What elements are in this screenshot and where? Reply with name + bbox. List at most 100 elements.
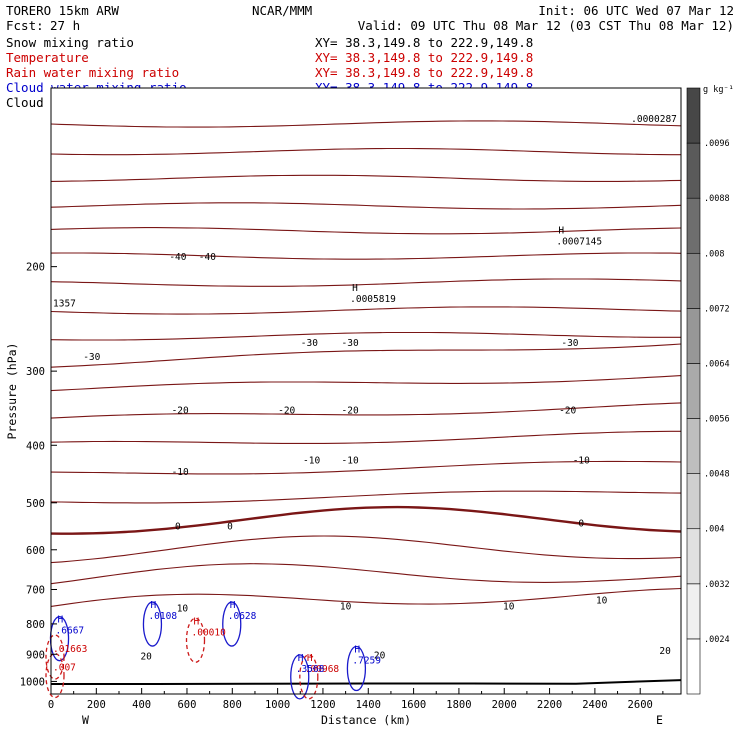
colorbar-label: .0072 [704,304,730,314]
east-end-label: E [656,713,663,727]
temperature-contours [50,120,682,685]
y-tick-label: 500 [26,498,45,510]
x-tick-label: 2600 [628,699,653,711]
temperature-label: -20 [172,405,189,416]
temperature-label: -30 [301,338,318,349]
temperature-label: -20 [559,405,576,416]
colorbar-segment [686,418,701,474]
snow-extremum-marker: H [558,225,564,236]
isotherm [50,343,682,368]
colorbar-label: .0032 [704,580,730,590]
legend-entry: Snow mixing ratio [6,35,134,50]
colorbar-label: .0088 [704,194,730,204]
temperature-label: -10 [172,467,189,478]
isotherm [50,147,681,156]
init-time: Init: 06 UTC Wed 07 Mar 12 [538,3,734,18]
cloud-water-extremum-marker: H [58,615,64,626]
snow-extremum-value: .0005819 [350,294,396,305]
temperature-label: 10 [596,596,608,607]
isotherm [50,587,682,607]
y-tick-label: 600 [26,545,45,557]
isotherm [50,505,682,535]
temperature-label: 0 [175,521,181,532]
forecast-label: Fcst: [6,18,44,33]
colorbar-label: .0064 [704,359,730,369]
temperature-label: -30 [561,338,578,349]
isotherm [50,278,682,287]
x-tick-label: 2400 [582,699,607,711]
isotherm [50,202,682,210]
moisture-contour [45,652,65,699]
x-tick-label: 2000 [492,699,517,711]
x-tick-label: 800 [223,699,242,711]
y-axis-label: Pressure (hPa) [5,343,19,440]
temperature-label: -40 [169,252,186,263]
valid-time: Valid: 09 UTC Thu 08 Mar 12 (03 CST Thu … [358,18,734,33]
legend-xy: XY= 38.3,149.8 to 222.9,149.8 [315,50,533,65]
rain-extremum-value: .007 [53,662,76,673]
x-tick-label: 1200 [310,699,335,711]
temperature-label: 20 [374,650,386,661]
rain-extremum-value: .00968 [305,664,340,675]
moisture-contour [45,634,65,680]
rain-extremum-value: .00010 [192,627,227,638]
snow-extremum-marker: H [352,283,358,294]
contour-labels: -40 -40 -30 -30 -30 -30 -20 -20 -20 -20 -10 -10 -10 -… [53,114,677,675]
temperature-label: 10 [503,602,515,613]
temperature-label: 0 [578,519,584,530]
temperature-label: -20 [278,405,295,416]
moisture-contour [185,617,206,663]
plot-frame [50,87,682,695]
colorbar-segment [686,363,701,419]
y-tick-label: 700 [26,585,45,597]
colorbar-label: .0056 [704,415,730,425]
snow-extremum-value: .0000287 [631,114,677,125]
isotherm [50,535,682,564]
x-tick-label: 400 [132,699,151,711]
x-axis: 0 200 400 600 800 1000 1200 1400 1600 1800 2000 220… [48,688,664,711]
colorbar-label: .0024 [704,635,730,645]
rain-extremum-marker: H [307,653,313,664]
cloud-water-extremum-value: .7259 [352,656,381,667]
colorbar-segment [686,87,701,144]
isotherm [50,375,682,392]
moisture-contour [299,654,319,700]
legend-entry: Temperature [6,50,89,65]
x-tick-label: 200 [87,699,106,711]
cloud-water-extremum-marker: H [230,600,236,611]
colorbar-segment [686,473,701,530]
legend-entry: Rain water mixing ratio [6,65,179,80]
isotherm [50,174,682,182]
moisture-contour [290,654,310,700]
colorbar-segment [686,142,701,199]
colorbar-label: .004 [704,525,724,535]
legend-xy: XY= 38.3,149.8 to 222.9,149.8 [315,35,533,50]
temperature-label: -10 [342,456,359,467]
x-tick-label: 1600 [401,699,426,711]
isotherm [50,460,682,475]
x-tick-label: 1800 [446,699,471,711]
x-tick-label: 1000 [265,699,290,711]
forecast-hour: 27 h [50,18,80,33]
isotherm [50,306,682,315]
colorbar: .0024 .0032 .004 .0048 .0056 .0064 .0072 .008 .0… [686,87,730,695]
rain-extremum-marker: H [194,616,200,627]
colorbar-segment [686,583,701,640]
isotherm [50,227,682,235]
colorbar-segment [686,308,701,364]
colorbar-label: .0048 [704,470,730,480]
x-axis-label: Distance (km) [321,713,411,727]
isotherm [50,252,682,260]
y-tick-label: 1000 [20,676,45,688]
model-title: TORERO 15km ARW [6,3,119,18]
y-tick-label: 800 [26,619,45,631]
isotherm [50,402,682,419]
x-tick-label: 1400 [356,699,381,711]
cloud-water-extremum-value: .6667 [56,626,85,637]
isotherm [50,490,682,504]
isotherm [50,563,682,585]
temperature-label: -30 [342,338,359,349]
y-tick-label: 300 [26,366,45,378]
